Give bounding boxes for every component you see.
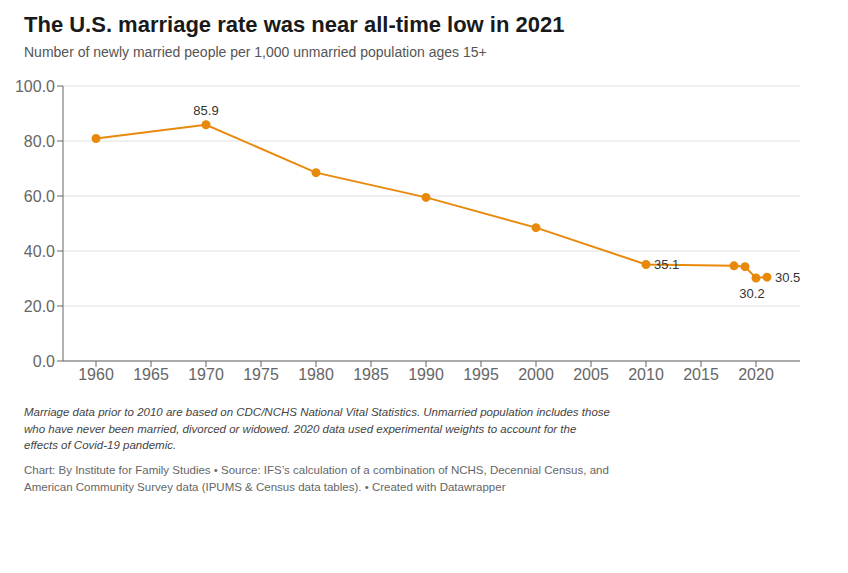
svg-text:30.2: 30.2 (739, 286, 764, 301)
svg-text:85.9: 85.9 (193, 103, 218, 118)
svg-text:1985: 1985 (353, 366, 389, 383)
svg-text:0.0: 0.0 (33, 353, 55, 370)
svg-text:1965: 1965 (133, 366, 169, 383)
html-text:Chart: By Institute for Family: Chart: By Institute for Family Studies •… (24, 464, 609, 493)
svg-text:1995: 1995 (463, 366, 499, 383)
svg-text:2000: 2000 (518, 366, 554, 383)
svg-text:2020: 2020 (738, 366, 774, 383)
svg-text:80.0: 80.0 (24, 133, 55, 150)
svg-text:1990: 1990 (408, 366, 444, 383)
svg-text:40.0: 40.0 (24, 243, 55, 260)
svg-text:2010: 2010 (628, 366, 664, 383)
svg-text:2005: 2005 (573, 366, 609, 383)
svg-text:2015: 2015 (683, 366, 719, 383)
svg-text:1980: 1980 (298, 366, 334, 383)
svg-text:1970: 1970 (188, 366, 224, 383)
html-text:Marriage data prior to 2010 ar: Marriage data prior to 2010 are based on… (24, 406, 610, 452)
html-text:The U.S. marriage rate was nea: The U.S. marriage rate was near all-time… (24, 12, 565, 37)
svg-text:1960: 1960 (78, 366, 114, 383)
svg-text:100.0: 100.0 (15, 78, 55, 95)
html-text:Number of newly married people: Number of newly married people per 1,000… (24, 44, 487, 60)
svg-text:60.0: 60.0 (24, 188, 55, 205)
svg-text:30.5: 30.5 (775, 270, 800, 285)
svg-text:1975: 1975 (243, 366, 279, 383)
svg-text:20.0: 20.0 (24, 298, 55, 315)
svg-text:35.1: 35.1 (654, 257, 679, 272)
